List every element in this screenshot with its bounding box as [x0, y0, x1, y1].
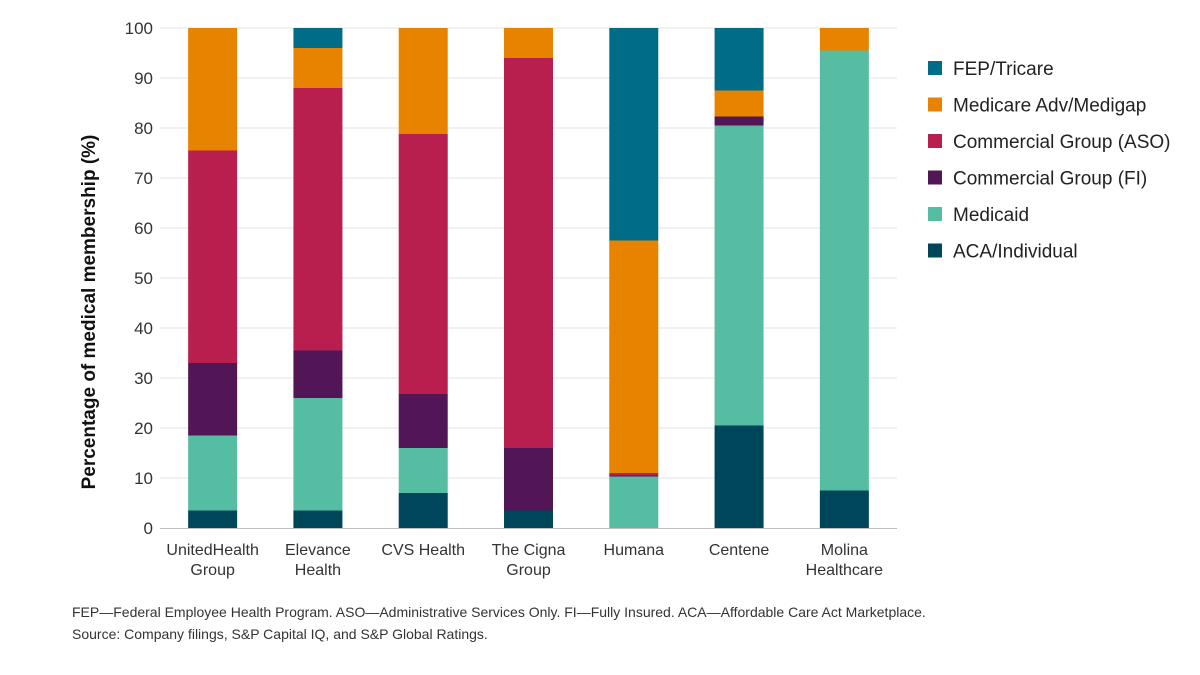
bar-segment	[819, 50, 869, 491]
x-category-label: Health	[295, 562, 341, 579]
bar-segment	[188, 435, 238, 511]
x-category-label: Humana	[604, 542, 665, 559]
legend: FEP/Tricare Medicare Adv/Medigap Commercia…	[928, 59, 1171, 263]
x-axis-categories: UnitedHealth Group Elevance Health CVS Healt…	[166, 542, 883, 579]
y-axis-ticks: 0 10 20 30 40 50 60 70 80 90 100	[125, 19, 153, 538]
x-category-label: CVS Health	[381, 542, 465, 559]
y-tick-label: 20	[134, 419, 153, 438]
legend-label: ACA/Individual	[953, 242, 1078, 263]
bar-segment	[293, 28, 343, 48]
y-tick-label: 70	[134, 169, 153, 188]
x-category-label: Elevance	[285, 542, 351, 559]
bar-segment	[188, 510, 238, 528]
y-tick-label: 30	[134, 369, 153, 388]
y-tick-label: 10	[134, 469, 153, 488]
legend-swatch	[928, 134, 942, 148]
legend-label: Medicaid	[953, 205, 1029, 226]
x-category-label: Group	[506, 562, 551, 579]
x-category-label: UnitedHealth	[166, 542, 259, 559]
bar-segment	[188, 363, 238, 436]
bar-segment	[188, 150, 238, 363]
y-tick-label: 0	[144, 519, 153, 538]
x-category-label: Healthcare	[806, 562, 883, 579]
x-category-label: The Cigna	[492, 542, 566, 559]
legend-label: Commercial Group (ASO)	[953, 132, 1171, 153]
y-tick-label: 100	[125, 19, 153, 38]
bar-segment	[609, 473, 659, 476]
footnote-abbreviations: FEP—Federal Employee Health Program. ASO…	[72, 604, 926, 620]
bar-segment	[609, 476, 659, 528]
legend-label: Medicare Adv/Medigap	[953, 96, 1146, 117]
bar-segment	[293, 350, 343, 398]
legend-swatch	[928, 61, 942, 75]
bar-segment	[293, 88, 343, 351]
bar-segment	[504, 28, 553, 58]
bar-segment	[293, 398, 343, 511]
x-category-label: Group	[190, 562, 235, 579]
legend-swatch	[928, 97, 942, 112]
bar-segment	[398, 448, 448, 493]
y-tick-label: 90	[134, 69, 153, 88]
legend-swatch	[928, 170, 942, 185]
y-tick-label: 80	[134, 119, 153, 138]
y-tick-label: 50	[134, 269, 153, 288]
legend-swatch	[928, 207, 942, 221]
legend-swatch	[928, 243, 942, 258]
y-axis-title: Percentage of medical membership (%)	[79, 135, 100, 490]
bar-segment	[504, 448, 553, 511]
bar-segment	[398, 493, 448, 528]
y-tick-label: 40	[134, 319, 153, 338]
bar-segment	[714, 125, 764, 426]
bar-segment	[504, 58, 553, 448]
bar-segment	[504, 510, 553, 528]
bars	[188, 28, 869, 528]
legend-label: Commercial Group (FI)	[953, 169, 1147, 190]
bar-segment	[398, 28, 448, 134]
bar-segment	[819, 490, 869, 528]
x-category-label: Centene	[709, 542, 770, 559]
bar-segment	[293, 48, 343, 88]
bar-segment	[609, 475, 659, 477]
bar-segment	[188, 28, 238, 151]
bar-segment	[609, 28, 659, 241]
bar-segment	[819, 28, 869, 51]
x-category-label: Molina	[821, 542, 868, 559]
bar-segment	[714, 116, 764, 126]
bar-segment	[609, 240, 659, 473]
bar-segment	[714, 28, 764, 91]
footnote-source: Source: Company filings, S&P Capital IQ,…	[72, 626, 488, 642]
bar-segment	[398, 134, 448, 394]
bar-segment	[398, 394, 448, 448]
bar-segment	[714, 425, 764, 528]
bar-segment	[714, 90, 764, 117]
legend-label: FEP/Tricare	[953, 59, 1054, 80]
bar-segment	[293, 510, 343, 528]
y-tick-label: 60	[134, 219, 153, 238]
